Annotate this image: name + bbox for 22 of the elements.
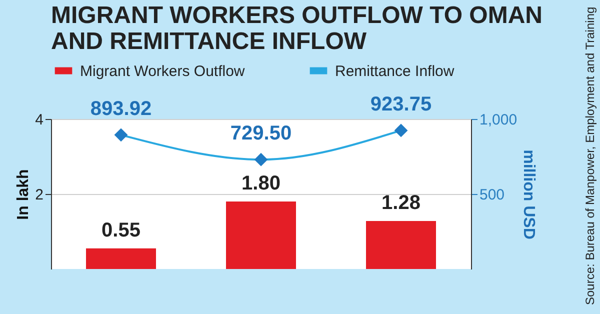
y-axis-title: In lakh [15,169,32,220]
y2-axis-title: million USD [520,150,538,240]
y2-tick-label: 1,000 [480,112,518,128]
point [254,152,268,166]
source-note: Source: Bureau of Manpower, Employment and Training [583,6,597,306]
chart-title: MIGRANT WORKERS OUTFLOW TO OMAN AND REMITTANCE INFLOW [51,2,543,55]
legend-label: Migrant Workers Outflow [80,62,245,80]
y2-tick-label: 500 [480,186,505,204]
legend-label: Remittance Inflow [335,62,454,80]
data-label: 1.28 [382,192,420,214]
y-tick-label: 4 [35,112,44,128]
y-tick-label: 2 [35,186,44,204]
point [114,128,128,142]
bar [86,248,156,269]
data-label: 729.50 [230,122,292,145]
data-label: 923.75 [370,93,432,116]
data-label: 1.80 [242,172,280,194]
point [394,124,408,138]
bar [366,221,436,269]
data-label: 0.55 [102,219,140,242]
data-label: 893.92 [90,98,152,120]
bar [226,202,296,269]
